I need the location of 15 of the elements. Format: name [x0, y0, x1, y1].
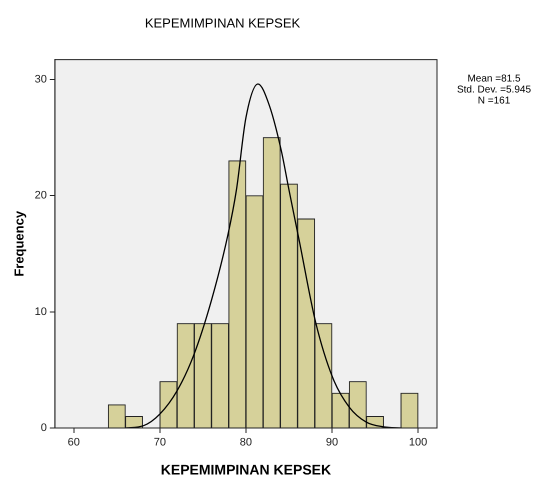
text: N =161	[478, 95, 511, 106]
chart-title: KEPEMIMPINAN KEPSEK	[144, 15, 300, 30]
y-tick-label: 30	[34, 73, 47, 86]
y-axis-title: Frequency	[11, 210, 26, 277]
text: Mean =81.5	[467, 73, 521, 84]
x-axis-title: KEPEMIMPINAN KEPSEK	[160, 461, 332, 478]
y-tick-label: 0	[40, 422, 47, 434]
x-tick-label: 80	[240, 436, 252, 449]
x-tick-label: 60	[68, 436, 80, 449]
text: Std. Dev. =5.945	[456, 84, 532, 96]
y-tick-label: 10	[34, 306, 47, 318]
x-tick-label: 90	[326, 436, 338, 449]
x-tick-label: 100	[408, 436, 428, 449]
y-tick-label: 20	[34, 190, 47, 202]
x-tick-label: 70	[154, 436, 166, 449]
